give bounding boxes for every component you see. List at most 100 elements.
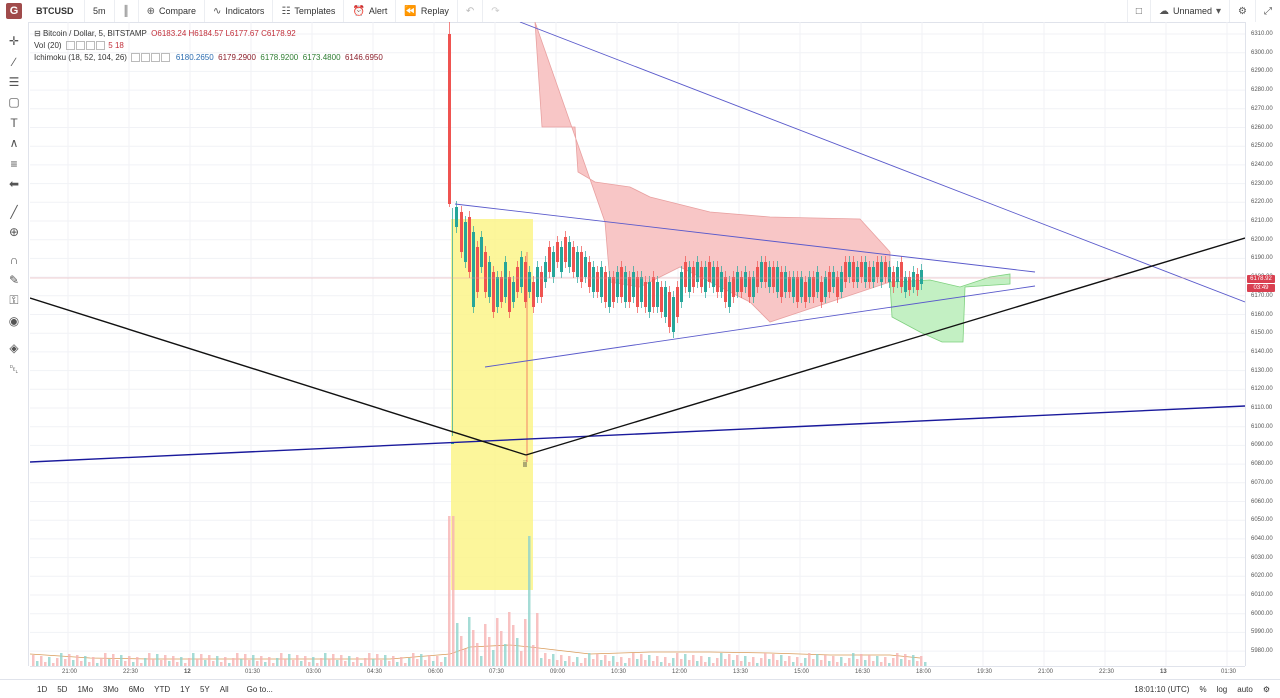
time-axis[interactable]: 21:00 22:30 12 01:30 03:00 04:30 06:00 07:30 09:…	[30, 666, 1245, 679]
pattern-icon[interactable]: ∧	[9, 136, 19, 150]
chart-style-button[interactable]: ║	[115, 0, 139, 22]
percent-toggle[interactable]: %	[1199, 684, 1207, 694]
volume-bar	[376, 654, 379, 666]
ruler-icon[interactable]: ╱	[10, 205, 18, 219]
prediction-icon[interactable]: ≡	[10, 157, 18, 171]
volume-bar	[148, 653, 151, 666]
eye-toggle-icon[interactable]	[131, 53, 141, 63]
alert-button[interactable]: ⏰ Alert	[344, 0, 397, 22]
close-small-icon[interactable]	[151, 53, 161, 63]
replay-button[interactable]: ⏪ Replay	[396, 0, 458, 22]
volume-ma-line	[30, 644, 921, 660]
compare-button[interactable]: ⊕ Compare	[139, 0, 206, 22]
price-axis[interactable]: 6310.00 6300.00 6290.00 6280.00 6270.00 6260.…	[1245, 22, 1280, 666]
undo-button[interactable]: ↶	[458, 0, 484, 22]
zoom-icon[interactable]: ⊕	[8, 225, 20, 239]
eye-icon[interactable]: ◉	[8, 314, 20, 328]
close-small-icon[interactable]	[86, 41, 96, 51]
more-small-icon[interactable]	[96, 41, 106, 51]
text-icon[interactable]: T	[10, 116, 18, 130]
settings-small-icon[interactable]	[141, 53, 151, 63]
log-toggle[interactable]: log	[1216, 684, 1228, 694]
candle-body	[644, 282, 647, 307]
price-tick-label: 6110.00	[1251, 405, 1273, 411]
range-button[interactable]: 6Mo	[128, 684, 145, 694]
horizontal-lines-icon[interactable]: ☰	[8, 75, 20, 89]
range-button[interactable]: 3Mo	[103, 684, 119, 694]
volume-bar	[544, 653, 547, 666]
lock-icon[interactable]: ⚿	[9, 292, 19, 307]
auto-toggle[interactable]: auto	[1237, 684, 1253, 694]
settings-button[interactable]: ⚙	[1230, 0, 1256, 22]
volume-bar	[596, 654, 599, 666]
range-button[interactable]: YTD	[154, 684, 171, 694]
volume-bar	[160, 660, 163, 666]
candle-body	[712, 267, 715, 287]
indicators-button[interactable]: ∿ Indicators	[205, 0, 274, 22]
range-button[interactable]: 1Mo	[77, 684, 94, 694]
range-button[interactable]: All	[219, 684, 229, 694]
volume-bar	[512, 625, 515, 666]
candle-body	[796, 277, 799, 302]
time-tick-label: 22:30	[123, 669, 139, 675]
back-arrow-icon[interactable]: ⬅	[8, 177, 20, 191]
range-button[interactable]: 1D	[37, 684, 48, 694]
templates-button[interactable]: ☷ Templates	[273, 0, 345, 22]
volume-bar	[340, 655, 343, 666]
volume-bar	[508, 612, 511, 666]
cloud-icon: ☁	[1158, 5, 1169, 17]
price-tick-label: 6080.00	[1251, 461, 1273, 468]
fullscreen-toggle[interactable]: □	[1126, 0, 1151, 22]
trendline-icon[interactable]: ∕	[12, 55, 15, 69]
gear-icon[interactable]: ⚙	[1262, 684, 1270, 694]
price-chart[interactable]: ii	[30, 22, 1245, 666]
settings-small-icon[interactable]	[76, 41, 86, 51]
layers-icon[interactable]: ◈	[9, 341, 19, 355]
candle-body	[664, 287, 667, 317]
more-small-icon[interactable]	[161, 53, 171, 63]
goto-button[interactable]: Go to...	[246, 684, 273, 694]
range-button[interactable]: 1Y	[180, 684, 190, 694]
volume-bar	[236, 653, 239, 666]
layout-menu-button[interactable]: ☁ Unnamed ▾	[1151, 0, 1231, 22]
collapse-icon[interactable]: ⊟	[34, 29, 41, 38]
volume-bar	[416, 659, 419, 666]
candle-body	[824, 277, 827, 297]
volume-bar	[912, 655, 915, 666]
volume-bar	[344, 661, 347, 666]
logo-icon[interactable]: G	[6, 3, 22, 19]
crosshair-icon[interactable]: ✛	[8, 34, 20, 48]
volume-bar	[300, 661, 303, 666]
volume-bar	[856, 659, 859, 666]
candle-body	[672, 297, 675, 332]
candle-body	[524, 262, 527, 302]
volume-bar	[588, 653, 591, 666]
interval-button[interactable]: 5m	[85, 0, 115, 22]
volume-bar	[80, 661, 83, 666]
series-title: Bitcoin / Dollar, 5, BITSTAMP	[42, 29, 147, 38]
expand-button[interactable]: ⤢	[1256, 0, 1280, 22]
eye-toggle-icon[interactable]	[66, 41, 76, 51]
volume-bar	[396, 662, 399, 666]
symbol-search-button[interactable]: BTCUSD	[28, 0, 85, 22]
redo-button[interactable]: ↷	[483, 0, 507, 22]
volume-bar	[388, 661, 391, 666]
rectangle-icon[interactable]: ▢	[8, 95, 20, 109]
square-icon: □	[1135, 5, 1142, 17]
volume-bar	[864, 660, 867, 666]
candle-body	[680, 272, 683, 302]
volume-value-1: 5	[108, 41, 113, 50]
volume-bar	[708, 657, 711, 666]
range-button[interactable]: 5D	[57, 684, 68, 694]
trash-icon[interactable]: ␡	[9, 361, 19, 376]
pencil-lock-icon[interactable]: ✎	[8, 273, 20, 287]
volume-bar	[496, 618, 499, 666]
volume-bar	[432, 661, 435, 666]
utc-clock[interactable]: 18:01:10 (UTC)	[1134, 684, 1190, 694]
volume-bar	[112, 654, 115, 666]
volume-bar	[868, 655, 871, 666]
range-button[interactable]: 5Y	[199, 684, 210, 694]
volume-bar	[788, 656, 791, 666]
volume-bar	[716, 658, 719, 666]
magnet-icon[interactable]: ∩	[9, 253, 19, 267]
